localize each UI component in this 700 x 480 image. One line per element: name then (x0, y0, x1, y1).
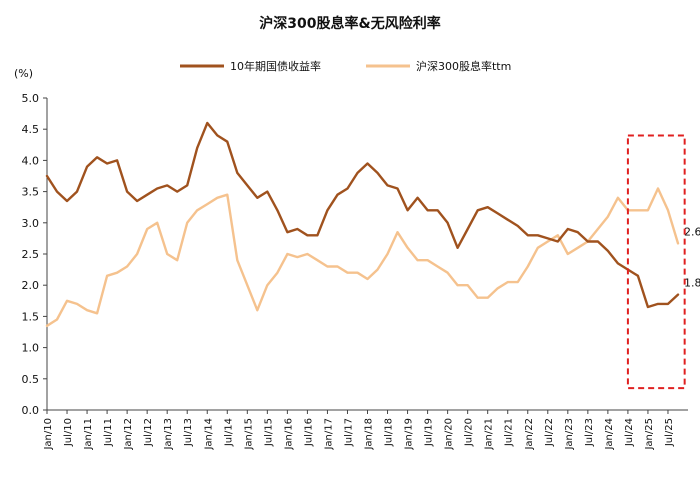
x-tick-label: Jan/16 (283, 418, 294, 451)
y-tick-label: 0.0 (22, 404, 40, 417)
y-tick-label: 4.5 (22, 123, 40, 136)
highlight-layer (626, 134, 686, 390)
x-tick-label: Jan/10 (43, 418, 54, 451)
x-tick-label: Jan/12 (123, 418, 134, 451)
y-tick-label: 1.0 (22, 342, 40, 355)
chart-title: 沪深300股息率&无风险利率 (259, 15, 440, 32)
x-ticks: Jan/10 Jul/10 Jan/11 Jul/11 Jan/12 Jul/12 Jan/… (43, 410, 675, 451)
x-tick-label: Jul/17 (343, 418, 354, 447)
x-tick-label: Jul/22 (544, 418, 555, 447)
y-tick-label: 5.0 (22, 92, 40, 105)
x-tick-label: Jul/18 (384, 418, 395, 447)
x-tick-label: Jul/14 (223, 418, 234, 447)
value-annotation: 1.85 (684, 277, 700, 290)
y-ticks: 0.0 0.5 1.0 1.5 2.0 2.5 3.0 3.5 4.0 4.5 5.0 (22, 92, 47, 417)
x-tick-label: Jul/15 (263, 418, 274, 447)
annotation-layer: 2.67 1.85 (684, 225, 700, 289)
x-tick-label: Jul/25 (664, 418, 675, 447)
legend-label-dividend: 沪深300股息率ttm (416, 59, 511, 73)
x-tick-label: Jul/16 (303, 418, 314, 447)
x-tick-label: Jan/11 (83, 418, 94, 451)
x-tick-label: Jul/20 (464, 418, 475, 447)
x-tick-label: Jan/24 (604, 418, 615, 451)
x-tick-label: Jul/19 (424, 418, 435, 447)
x-tick-label: Jan/15 (243, 418, 254, 451)
y-tick-label: 1.5 (22, 310, 40, 323)
x-tick-label: Jul/24 (624, 418, 635, 447)
x-tick-label: Jan/14 (203, 418, 214, 451)
legend-label-bond: 10年期国债收益率 (230, 59, 321, 73)
y-tick-label: 4.0 (22, 154, 40, 167)
x-tick-label: Jan/17 (323, 418, 334, 451)
x-tick-label: Jan/19 (404, 418, 415, 451)
value-annotation: 2.67 (684, 225, 700, 238)
y-tick-label: 2.5 (22, 248, 40, 261)
x-tick-label: Jan/20 (444, 418, 455, 451)
x-tick-label: Jan/13 (163, 418, 174, 451)
x-tick-label: Jul/11 (103, 418, 114, 447)
y-axis-unit: (%) (14, 67, 33, 80)
series-layer (45, 121, 680, 327)
y-tick-label: 3.0 (22, 217, 40, 230)
x-tick-label: Jul/23 (584, 418, 595, 447)
x-tick-label: Jan/21 (484, 418, 495, 451)
x-tick-label: Jul/21 (504, 418, 515, 447)
x-tick-label: Jan/25 (644, 418, 655, 451)
y-tick-label: 3.5 (22, 186, 40, 199)
series-line-dividend-yield (45, 187, 680, 327)
highlight-box (626, 134, 686, 390)
x-tick-label: Jul/10 (63, 418, 74, 447)
y-tick-label: 2.0 (22, 279, 40, 292)
x-tick-label: Jul/13 (183, 418, 194, 447)
x-tick-label: Jan/22 (524, 418, 535, 451)
y-tick-label: 0.5 (22, 373, 40, 386)
x-tick-label: Jan/23 (564, 418, 575, 451)
x-tick-label: Jul/12 (143, 418, 154, 447)
series-line-bond-yield (45, 121, 680, 309)
x-tick-label: Jan/18 (364, 418, 375, 451)
